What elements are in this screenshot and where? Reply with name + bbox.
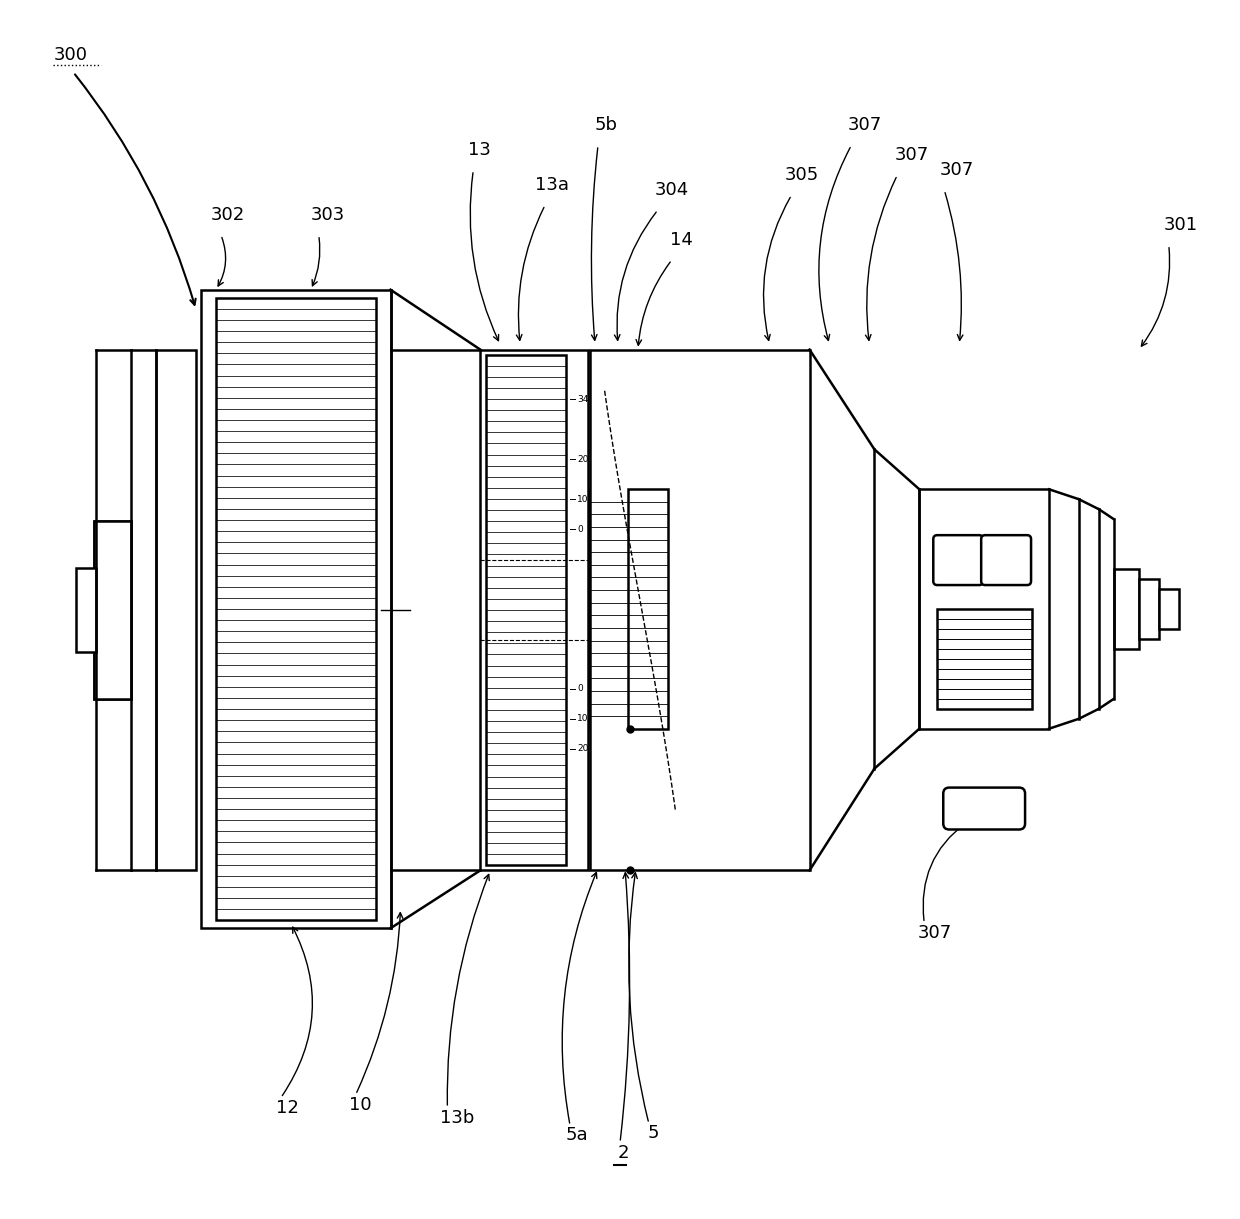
Bar: [590, 350, 810, 870]
Text: 14: 14: [670, 230, 693, 249]
Text: 307: 307: [918, 924, 951, 942]
Bar: [94, 522, 131, 698]
Text: 305: 305: [785, 166, 818, 184]
Bar: [627, 489, 668, 729]
Text: 5a: 5a: [565, 1126, 588, 1143]
Text: 34: 34: [577, 395, 589, 403]
Bar: [480, 350, 588, 870]
Text: 0: 0: [577, 684, 583, 694]
Bar: [1158, 589, 1179, 629]
Text: 307: 307: [847, 116, 882, 134]
Text: 20: 20: [577, 455, 589, 464]
Text: 307: 307: [894, 146, 929, 165]
Bar: [486, 355, 567, 865]
Text: 5b: 5b: [595, 116, 618, 134]
Text: 302: 302: [211, 206, 246, 224]
Text: 304: 304: [655, 180, 689, 199]
Bar: [201, 290, 391, 929]
Text: 2: 2: [618, 1143, 630, 1162]
Text: 13: 13: [469, 141, 491, 158]
Bar: [919, 489, 1049, 729]
Text: 0: 0: [577, 524, 583, 534]
Text: 10: 10: [577, 714, 589, 723]
Bar: [1114, 569, 1138, 649]
Bar: [216, 297, 376, 920]
FancyBboxPatch shape: [944, 787, 1025, 829]
Text: 5: 5: [649, 1124, 660, 1142]
Text: 13b: 13b: [440, 1109, 475, 1126]
Text: 13a: 13a: [536, 176, 569, 194]
FancyBboxPatch shape: [934, 535, 983, 585]
Text: 20: 20: [577, 744, 589, 753]
Text: 10: 10: [577, 495, 589, 503]
Text: 10: 10: [348, 1096, 371, 1114]
FancyBboxPatch shape: [981, 535, 1032, 585]
Text: 307: 307: [939, 161, 973, 179]
Text: 300: 300: [53, 46, 87, 65]
Bar: [156, 350, 196, 870]
Text: 301: 301: [1164, 216, 1198, 234]
Bar: [76, 568, 97, 652]
Bar: [94, 522, 131, 698]
Text: 303: 303: [311, 206, 345, 224]
Text: 12: 12: [275, 1098, 299, 1117]
Bar: [1138, 579, 1158, 639]
Bar: [590, 489, 627, 729]
Bar: [937, 610, 1032, 708]
